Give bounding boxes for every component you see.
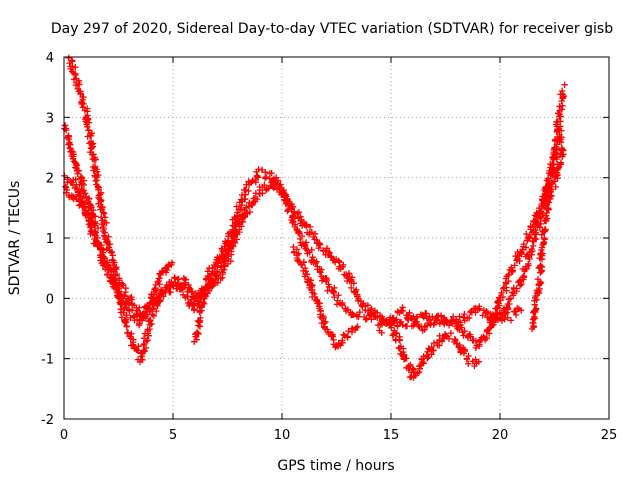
x-tick-label: 25 <box>601 428 618 443</box>
grid-lines <box>64 57 609 419</box>
x-tick-label: 0 <box>60 428 68 443</box>
y-tick-label: -1 <box>41 353 54 368</box>
axis-ticks: 0 5 10 15 20 25 -2 -1 0 1 2 3 4 <box>41 51 617 443</box>
data-point-markers <box>61 166 482 381</box>
chart-title: Day 297 of 2020, Sidereal Day-to-day VTE… <box>51 21 613 37</box>
y-tick-label: 1 <box>46 232 54 247</box>
y-tick-label: 2 <box>46 172 54 187</box>
x-tick-label: 15 <box>383 428 400 443</box>
y-tick-label: 4 <box>46 51 54 66</box>
y-tick-label: 0 <box>46 292 54 307</box>
y-tick-label: 3 <box>46 111 54 126</box>
data-point-markers <box>65 54 176 322</box>
data-point-markers <box>528 145 567 333</box>
x-tick-label: 20 <box>492 428 509 443</box>
data-series <box>61 54 568 381</box>
y-tick-label: -2 <box>41 413 54 428</box>
y-axis-label: SDTVAR / TECUs <box>7 181 23 296</box>
data-point-markers <box>290 243 361 351</box>
x-axis-label: GPS time / hours <box>277 458 394 474</box>
x-tick-label: 5 <box>169 428 177 443</box>
data-point-markers <box>191 204 251 345</box>
data-point-markers <box>486 81 568 330</box>
x-tick-label: 10 <box>274 428 291 443</box>
